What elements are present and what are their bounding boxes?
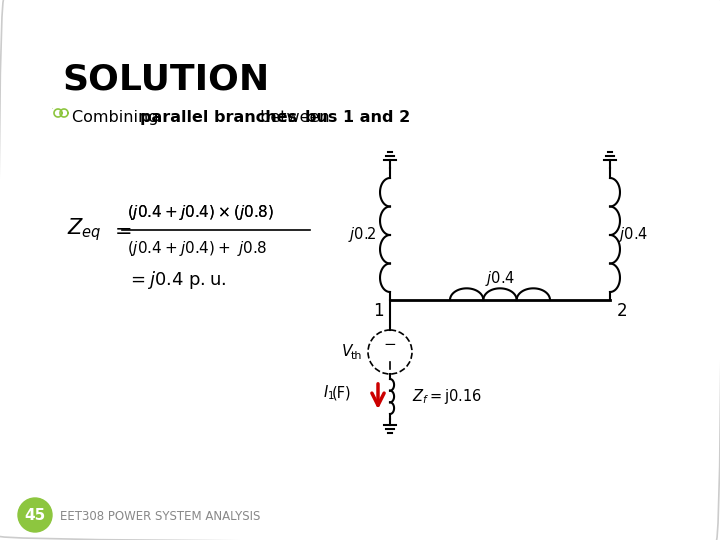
Text: between: between bbox=[255, 110, 335, 125]
Text: $(j0.4 + j0.4)\times(j0.8)$: $(j0.4 + j0.4)\times(j0.8)$ bbox=[127, 202, 274, 221]
Text: parallel branches: parallel branches bbox=[140, 110, 297, 125]
Text: $Z_f = \mathrm{j0.16}$: $Z_f = \mathrm{j0.16}$ bbox=[412, 387, 482, 406]
Text: $\mathit{(j}$$\mathit{0.4 + j0.4)\times(j0.8)}$: $\mathit{(j}$$\mathit{0.4 + j0.4)\times(… bbox=[127, 202, 274, 221]
Text: $j0.4$: $j0.4$ bbox=[618, 226, 648, 245]
Text: SOLUTION: SOLUTION bbox=[62, 62, 269, 96]
Text: $=$: $=$ bbox=[110, 220, 132, 240]
Text: Combining: Combining bbox=[72, 110, 163, 125]
Text: $(j0.4 + j0.4)+\ j0.8$: $(j0.4 + j0.4)+\ j0.8$ bbox=[127, 239, 267, 258]
Text: EET308 POWER SYSTEM ANALYSIS: EET308 POWER SYSTEM ANALYSIS bbox=[60, 510, 261, 523]
Text: bus 1 and 2: bus 1 and 2 bbox=[305, 110, 410, 125]
Text: (F): (F) bbox=[331, 385, 351, 400]
Circle shape bbox=[18, 498, 52, 532]
Text: V: V bbox=[341, 345, 352, 360]
Text: 45: 45 bbox=[24, 508, 45, 523]
Text: 2: 2 bbox=[617, 302, 627, 320]
Text: th: th bbox=[351, 351, 362, 361]
Text: $\mathit{I}_1$: $\mathit{I}_1$ bbox=[323, 383, 335, 402]
Text: ⚙: ⚙ bbox=[52, 108, 53, 109]
Text: 1: 1 bbox=[373, 302, 383, 320]
Text: $Z_{eq}$: $Z_{eq}$ bbox=[67, 217, 102, 244]
Text: $j0.2$: $j0.2$ bbox=[348, 226, 377, 245]
Text: −: − bbox=[384, 337, 397, 352]
Text: $j0.4$: $j0.4$ bbox=[485, 268, 515, 287]
Text: $= j0.4\ \mathrm{p.u.}$: $= j0.4\ \mathrm{p.u.}$ bbox=[127, 269, 226, 291]
